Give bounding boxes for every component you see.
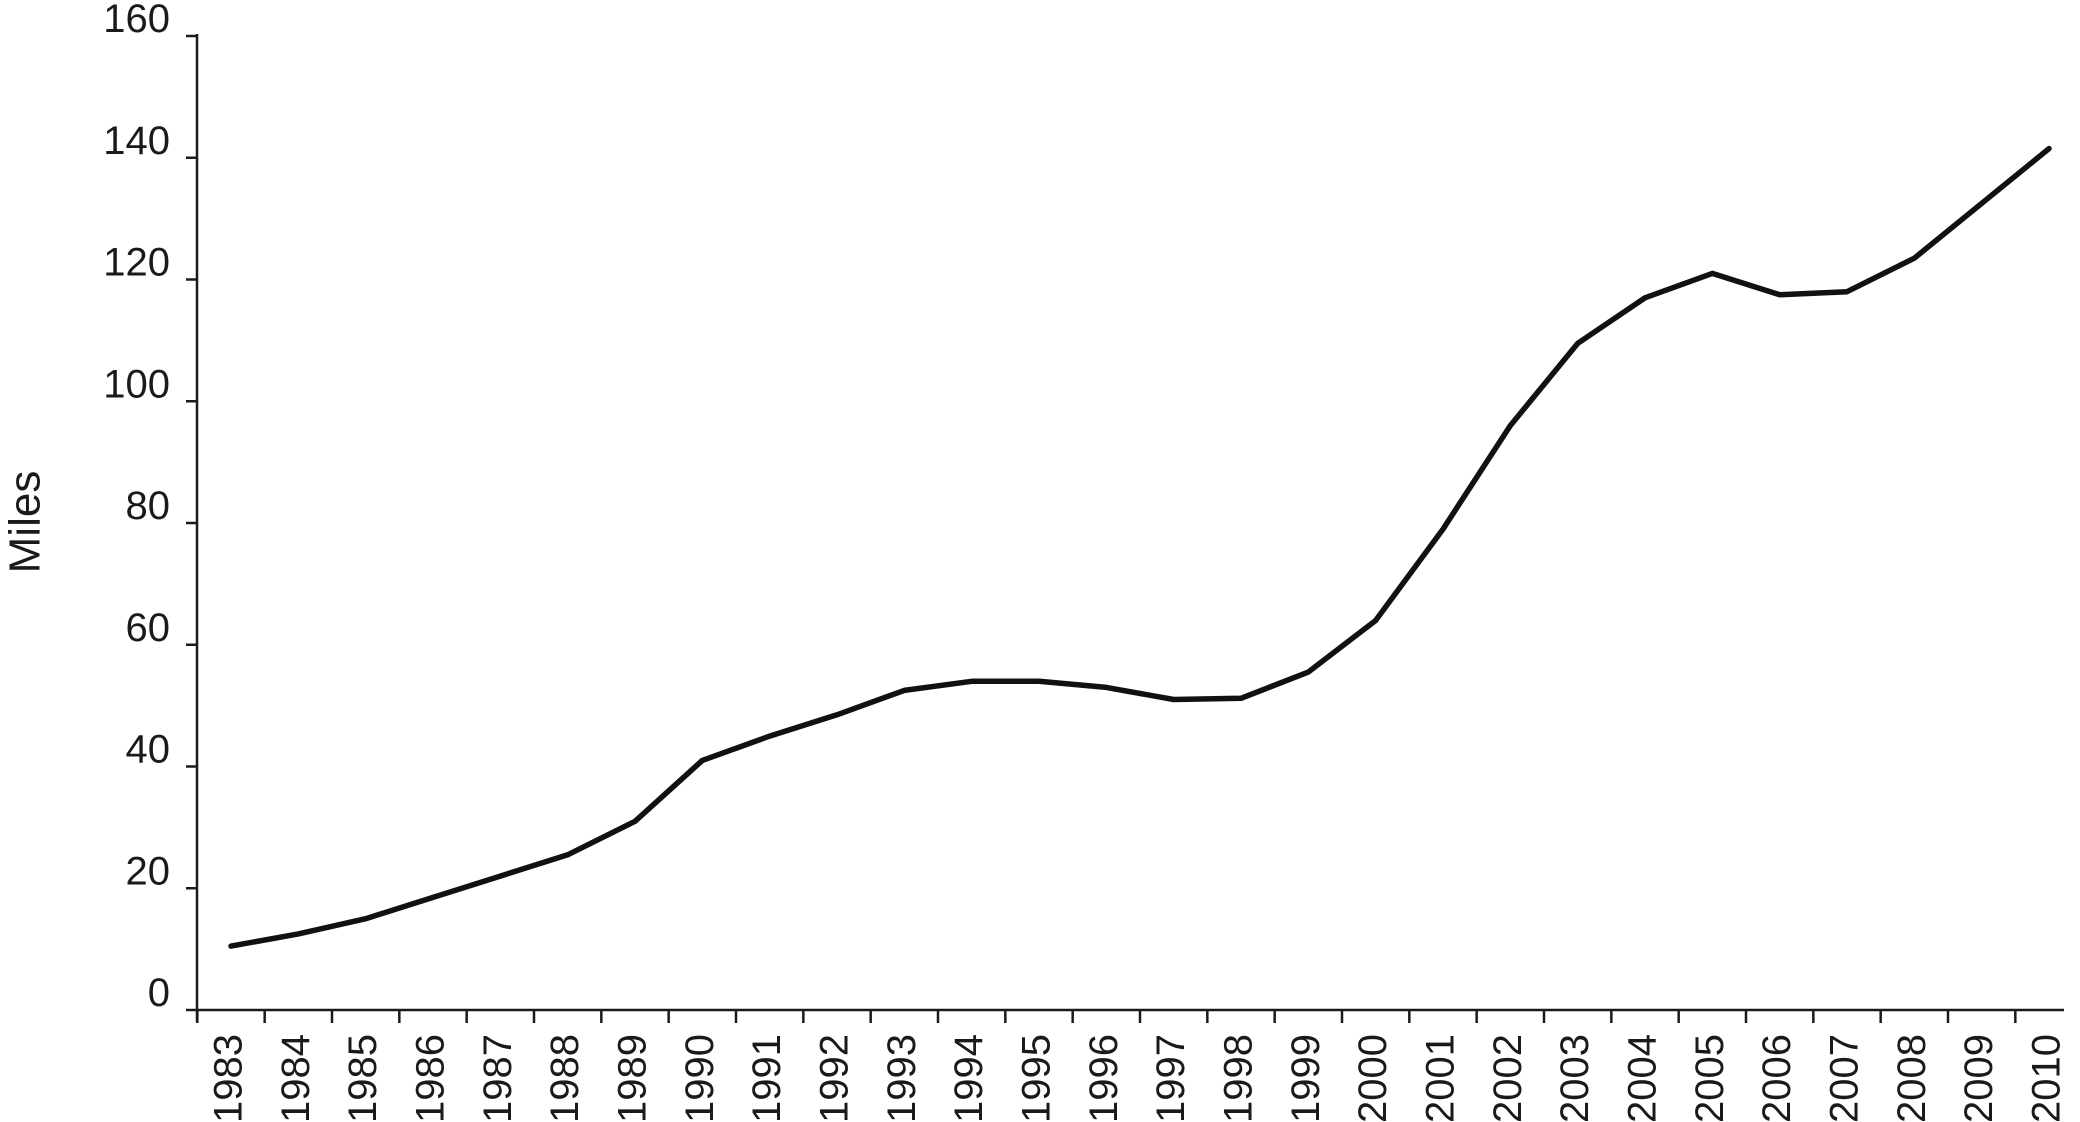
y-tick-label: 140: [103, 119, 170, 163]
data-point: [1575, 340, 1581, 346]
data-point: [699, 757, 705, 763]
x-tick-label: 1985: [341, 1034, 385, 1122]
x-tick-label: 2010: [2025, 1034, 2069, 1122]
data-point: [1238, 695, 1244, 701]
y-tick-label: 0: [148, 971, 170, 1015]
data-point: [1171, 697, 1177, 703]
data-point: [565, 852, 571, 858]
data-point: [1777, 292, 1783, 298]
y-tick-label: 120: [103, 241, 170, 285]
data-point: [1911, 255, 1917, 261]
series-line: [228, 145, 2052, 949]
data-point: [295, 931, 301, 937]
y-tick-label: 20: [126, 849, 171, 893]
y-tick-label: 160: [103, 0, 170, 41]
x-tick-label: 2006: [1755, 1034, 1799, 1122]
data-point: [1507, 423, 1513, 429]
y-tick-label: 60: [126, 606, 171, 650]
y-tick-label: 40: [126, 728, 171, 772]
data-point: [1036, 678, 1042, 684]
x-tick-label: 2002: [1486, 1034, 1530, 1122]
x-tick-label: 1990: [678, 1034, 722, 1122]
x-tick-label: 1988: [543, 1034, 587, 1122]
data-point: [1373, 617, 1379, 623]
data-point: [1844, 289, 1850, 295]
y-tick-label: 80: [126, 484, 171, 528]
series-group: [228, 145, 2052, 949]
data-point: [1440, 526, 1446, 532]
x-tick-label: 1999: [1284, 1034, 1328, 1122]
data-point: [1103, 684, 1109, 690]
x-tick-label: 2000: [1351, 1034, 1395, 1122]
x-tick-label: 1991: [745, 1034, 789, 1122]
data-point: [430, 894, 436, 900]
x-tick-label: 2008: [1890, 1034, 1934, 1122]
x-axis-ticks: 1983 1984 1985 1986 1987 1988 1989 1990 1991 1992…: [196, 1010, 2069, 1122]
data-point: [1305, 669, 1311, 675]
data-point: [363, 916, 369, 922]
x-tick-label: 1995: [1015, 1034, 1059, 1122]
data-point: [767, 733, 773, 739]
x-tick-label: 1986: [409, 1034, 453, 1122]
y-axis-title: Miles: [1, 471, 50, 574]
data-point: [901, 687, 907, 693]
data-point: [1709, 270, 1715, 276]
x-tick-label: 2003: [1553, 1034, 1597, 1122]
data-point: [1642, 295, 1648, 301]
axes: [195, 34, 2064, 1022]
x-tick-label: 2005: [1688, 1034, 1732, 1122]
x-tick-label: 1992: [813, 1034, 857, 1122]
x-tick-label: 1987: [476, 1034, 520, 1122]
data-point: [228, 943, 234, 949]
x-tick-label: 2004: [1621, 1034, 1665, 1122]
x-tick-label: 1993: [880, 1034, 924, 1122]
data-point: [1979, 200, 1985, 206]
y-axis-ticks: 0 20 40 60 80 100 120 140 160: [103, 0, 197, 1015]
data-point: [497, 873, 503, 879]
data-point: [969, 678, 975, 684]
y-tick-label: 100: [103, 362, 170, 406]
data-point: [834, 712, 840, 718]
x-tick-label: 2001: [1419, 1034, 1463, 1122]
x-tick-label: 1984: [274, 1034, 318, 1122]
x-tick-label: 1994: [947, 1034, 991, 1122]
x-tick-label: 1989: [611, 1034, 655, 1122]
data-point: [632, 818, 638, 824]
x-tick-label: 1997: [1149, 1034, 1193, 1122]
x-tick-label: 1996: [1082, 1034, 1126, 1122]
x-tick-label: 1983: [207, 1034, 251, 1122]
x-tick-label: 2007: [1823, 1034, 1867, 1122]
x-tick-label: 1998: [1217, 1034, 1261, 1122]
data-point: [2046, 146, 2052, 152]
x-tick-label: 2009: [1957, 1034, 2001, 1122]
